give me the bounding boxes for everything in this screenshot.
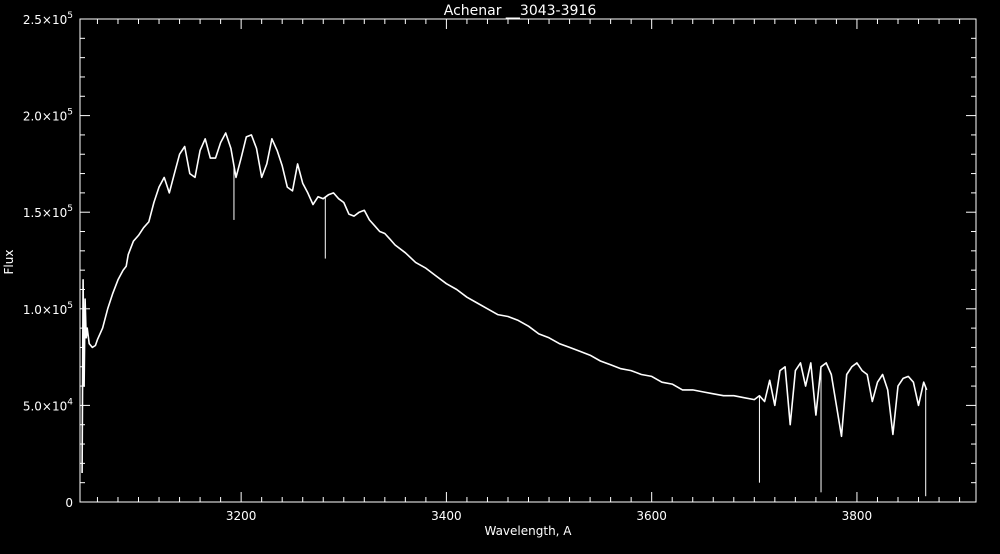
y-tick-exponent: 5 (67, 11, 73, 21)
y-tick-mantissa: 0 (65, 496, 73, 510)
y-tick-mantissa: 1.0×10 (23, 303, 67, 317)
x-tick-label: 3800 (842, 509, 873, 523)
plot-frame (79, 18, 977, 503)
y-tick-label: 5.0×104 (23, 397, 73, 413)
x-tick-label: 3400 (431, 509, 462, 523)
y-tick-label: 1.0×105 (23, 301, 73, 317)
x-axis-label: Wavelength, A (484, 524, 572, 538)
x-tick-label: 3600 (636, 509, 667, 523)
y-tick-mantissa: 1.5×10 (23, 206, 67, 220)
y-tick-exponent: 4 (67, 397, 73, 407)
y-tick-label: 2.0×105 (23, 108, 73, 124)
y-tick-label: 1.5×105 (23, 204, 73, 220)
y-axis-label: Flux (2, 250, 16, 275)
y-tick-mantissa: 2.5×10 (23, 13, 67, 27)
y-tick-label: 0 (65, 496, 73, 510)
series-layer (81, 132, 928, 497)
y-tick-mantissa: 2.0×10 (23, 110, 67, 124)
x-tick-labels: 3200 3400 3600 3800 (226, 509, 872, 523)
y-tick-label: 2.5×105 (23, 11, 73, 27)
major-ticks (80, 18, 976, 503)
y-tick-exponent: 5 (67, 204, 73, 214)
y-tick-exponent: 5 (67, 108, 73, 118)
y-tick-exponent: 5 (67, 301, 73, 311)
x-tick-label: 3200 (226, 509, 257, 523)
chart-title: Achenar __3043-3916 (444, 3, 597, 19)
spectrum-line (81, 132, 928, 474)
y-tick-mantissa: 5.0×10 (23, 399, 67, 413)
minor-ticks (80, 19, 976, 502)
